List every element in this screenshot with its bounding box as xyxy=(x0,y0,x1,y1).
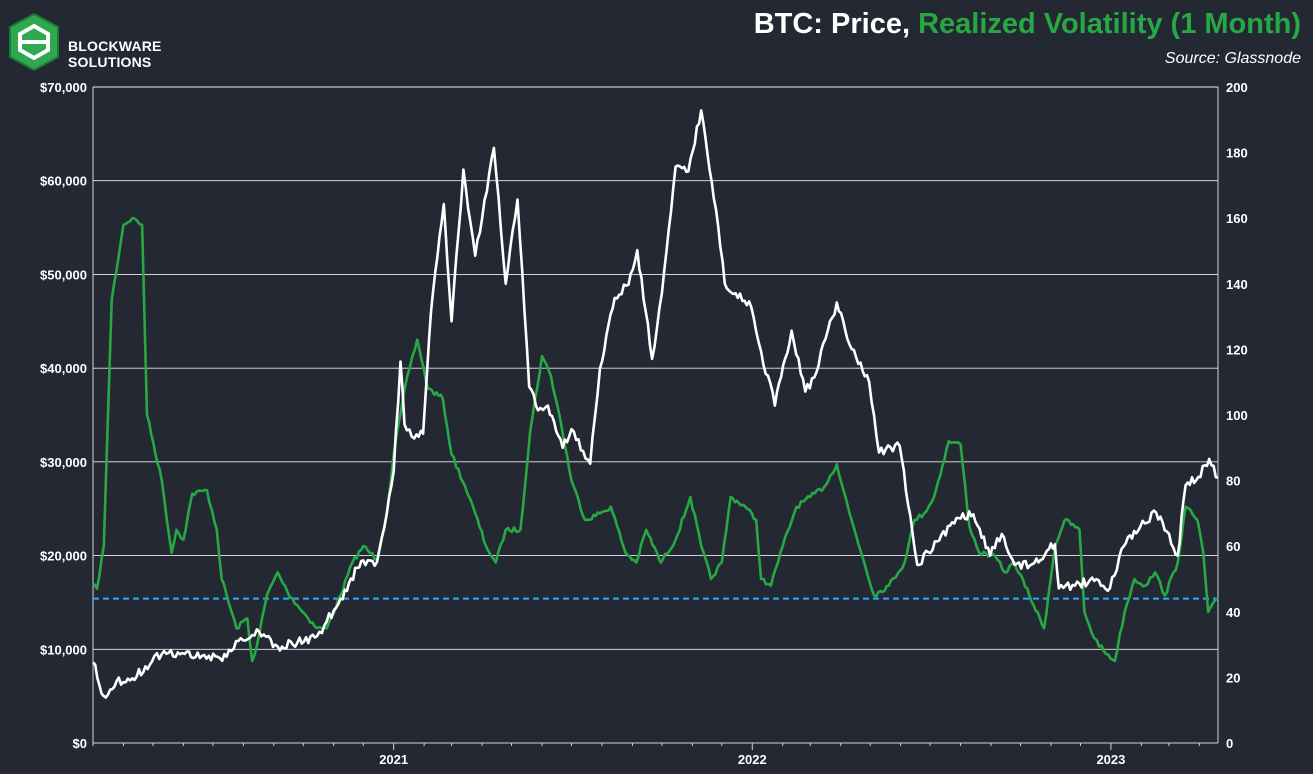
left-tick-label: $50,000 xyxy=(40,267,87,282)
price-line xyxy=(92,109,1219,699)
right-tick-label: 60 xyxy=(1226,539,1240,554)
left-tick-label: $0 xyxy=(73,736,87,751)
right-tick-label: 20 xyxy=(1226,670,1240,685)
series-lines xyxy=(92,109,1219,699)
chart-title-price: BTC: Price, xyxy=(753,8,919,40)
volatility-line xyxy=(92,216,1219,663)
x-tick-label: 2021 xyxy=(379,752,408,767)
brand-name: BLOCKWARE SOLUTIONS xyxy=(68,38,162,70)
chart-title: BTC: Price, Realized Volatility (1 Month… xyxy=(754,8,1301,41)
x-tick-label: 2023 xyxy=(1096,752,1125,767)
right-tick-label: 180 xyxy=(1226,146,1248,161)
left-tick-label: $40,000 xyxy=(40,361,87,376)
right-tick-label: 100 xyxy=(1226,408,1248,423)
brand-line-1: BLOCKWARE xyxy=(68,38,162,54)
blockware-logo: BLOCKWARE SOLUTIONS xyxy=(6,12,161,74)
left-tick-label: $60,000 xyxy=(40,174,87,189)
brand-line-2: SOLUTIONS xyxy=(68,54,152,70)
left-axis-ticks: $0 $10,000 $20,000 $30,000 $40,000 $50,000 $60… xyxy=(40,80,87,751)
right-tick-label: 40 xyxy=(1226,605,1240,620)
left-tick-label: $20,000 xyxy=(40,549,87,564)
left-tick-label: $30,000 xyxy=(40,455,87,470)
left-tick-label: $10,000 xyxy=(40,642,87,657)
right-tick-label: 0 xyxy=(1226,736,1233,751)
right-axis-ticks: 0 20 40 60 80 100 120 140 160 180 200 xyxy=(1226,80,1248,751)
right-tick-label: 120 xyxy=(1226,342,1248,357)
right-tick-label: 200 xyxy=(1226,80,1248,95)
right-tick-label: 160 xyxy=(1226,211,1248,226)
chart-source: Source: Glassnode xyxy=(1164,50,1301,67)
x-tick-label: 2022 xyxy=(738,752,767,767)
chart-title-volatility: Realized Volatility (1 Month) xyxy=(918,8,1301,40)
right-tick-label: 80 xyxy=(1226,474,1240,489)
grid-lines xyxy=(92,86,1219,744)
blockware-logo-icon xyxy=(9,12,59,72)
left-tick-label: $70,000 xyxy=(40,80,87,95)
right-tick-label: 140 xyxy=(1226,277,1248,292)
x-axis: 2021 2022 2023 xyxy=(92,743,1200,767)
